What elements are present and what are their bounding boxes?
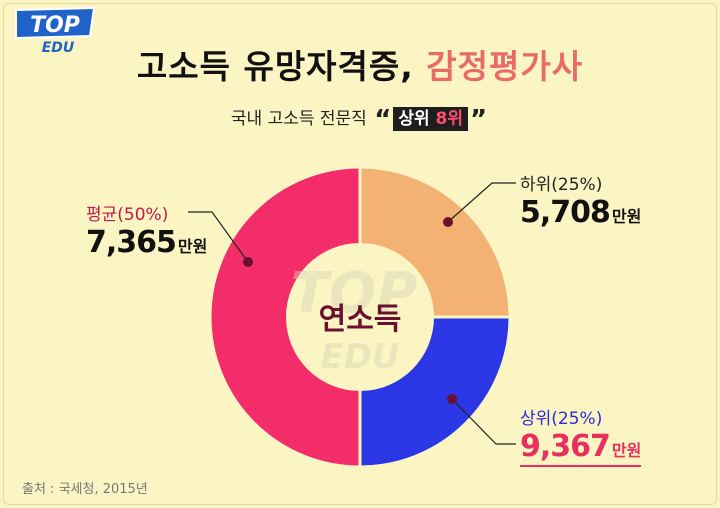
- logo-top-text: TOP: [30, 13, 80, 38]
- leader-upper-line: [451, 398, 516, 445]
- slice-unit-average: 만원: [177, 237, 208, 256]
- card-frame: [3, 3, 717, 505]
- slice-value-average: 7,365: [86, 225, 177, 260]
- rank-tag: 상위 8위: [393, 107, 468, 131]
- source-note: 출처 : 국세청, 2015년: [22, 482, 148, 497]
- slice-unit-lower: 만원: [611, 207, 642, 226]
- slice-name-lower: 하위(25%): [520, 175, 603, 195]
- leader-lower-dot: [443, 217, 453, 227]
- slice-name-average: 평균(50%): [86, 205, 169, 225]
- top-edu-logo: TOP EDU: [15, 6, 96, 56]
- leader-upper-dot: [447, 394, 457, 404]
- rank-tag-highlight: 8위: [435, 109, 463, 129]
- watermark-top-text: TOP: [291, 261, 418, 326]
- page-title: 고소득 유망자격증, 감정평가사: [0, 40, 720, 88]
- slice-unit-upper: 만원: [611, 441, 642, 460]
- slice-value-upper: 9,367: [520, 429, 611, 464]
- watermark-edu-text: EDU: [320, 337, 399, 377]
- slice-label-upper: 상위(25%) 9,367 만원: [520, 404, 642, 467]
- leader-average-line: [188, 211, 249, 263]
- slice-value-lower: 5,708: [520, 195, 611, 230]
- quote-close: ”: [470, 105, 488, 135]
- title-main: 고소득 유망자격증,: [136, 47, 427, 86]
- slice-label-lower: 하위(25%) 5,708 만원: [520, 170, 641, 230]
- leader-average-dot: [243, 257, 253, 267]
- slice-label-average: 평균(50%) 7,365 만원: [86, 200, 207, 260]
- leader-lower-line: [447, 182, 516, 223]
- quote-open: “: [374, 105, 392, 135]
- slice-name-upper: 상위(25%): [520, 409, 603, 429]
- rank-tag-text: 상위: [398, 109, 436, 129]
- title-accent: 감정평가사: [426, 47, 584, 86]
- center-label: 연소득: [319, 302, 402, 337]
- logo-edu-text: EDU: [42, 40, 75, 56]
- subtitle: 국내 고소득 전문직 “상위 8위”: [0, 104, 720, 135]
- donut-hole: [286, 243, 434, 391]
- subtitle-text: 국내 고소득 전문직: [230, 109, 367, 129]
